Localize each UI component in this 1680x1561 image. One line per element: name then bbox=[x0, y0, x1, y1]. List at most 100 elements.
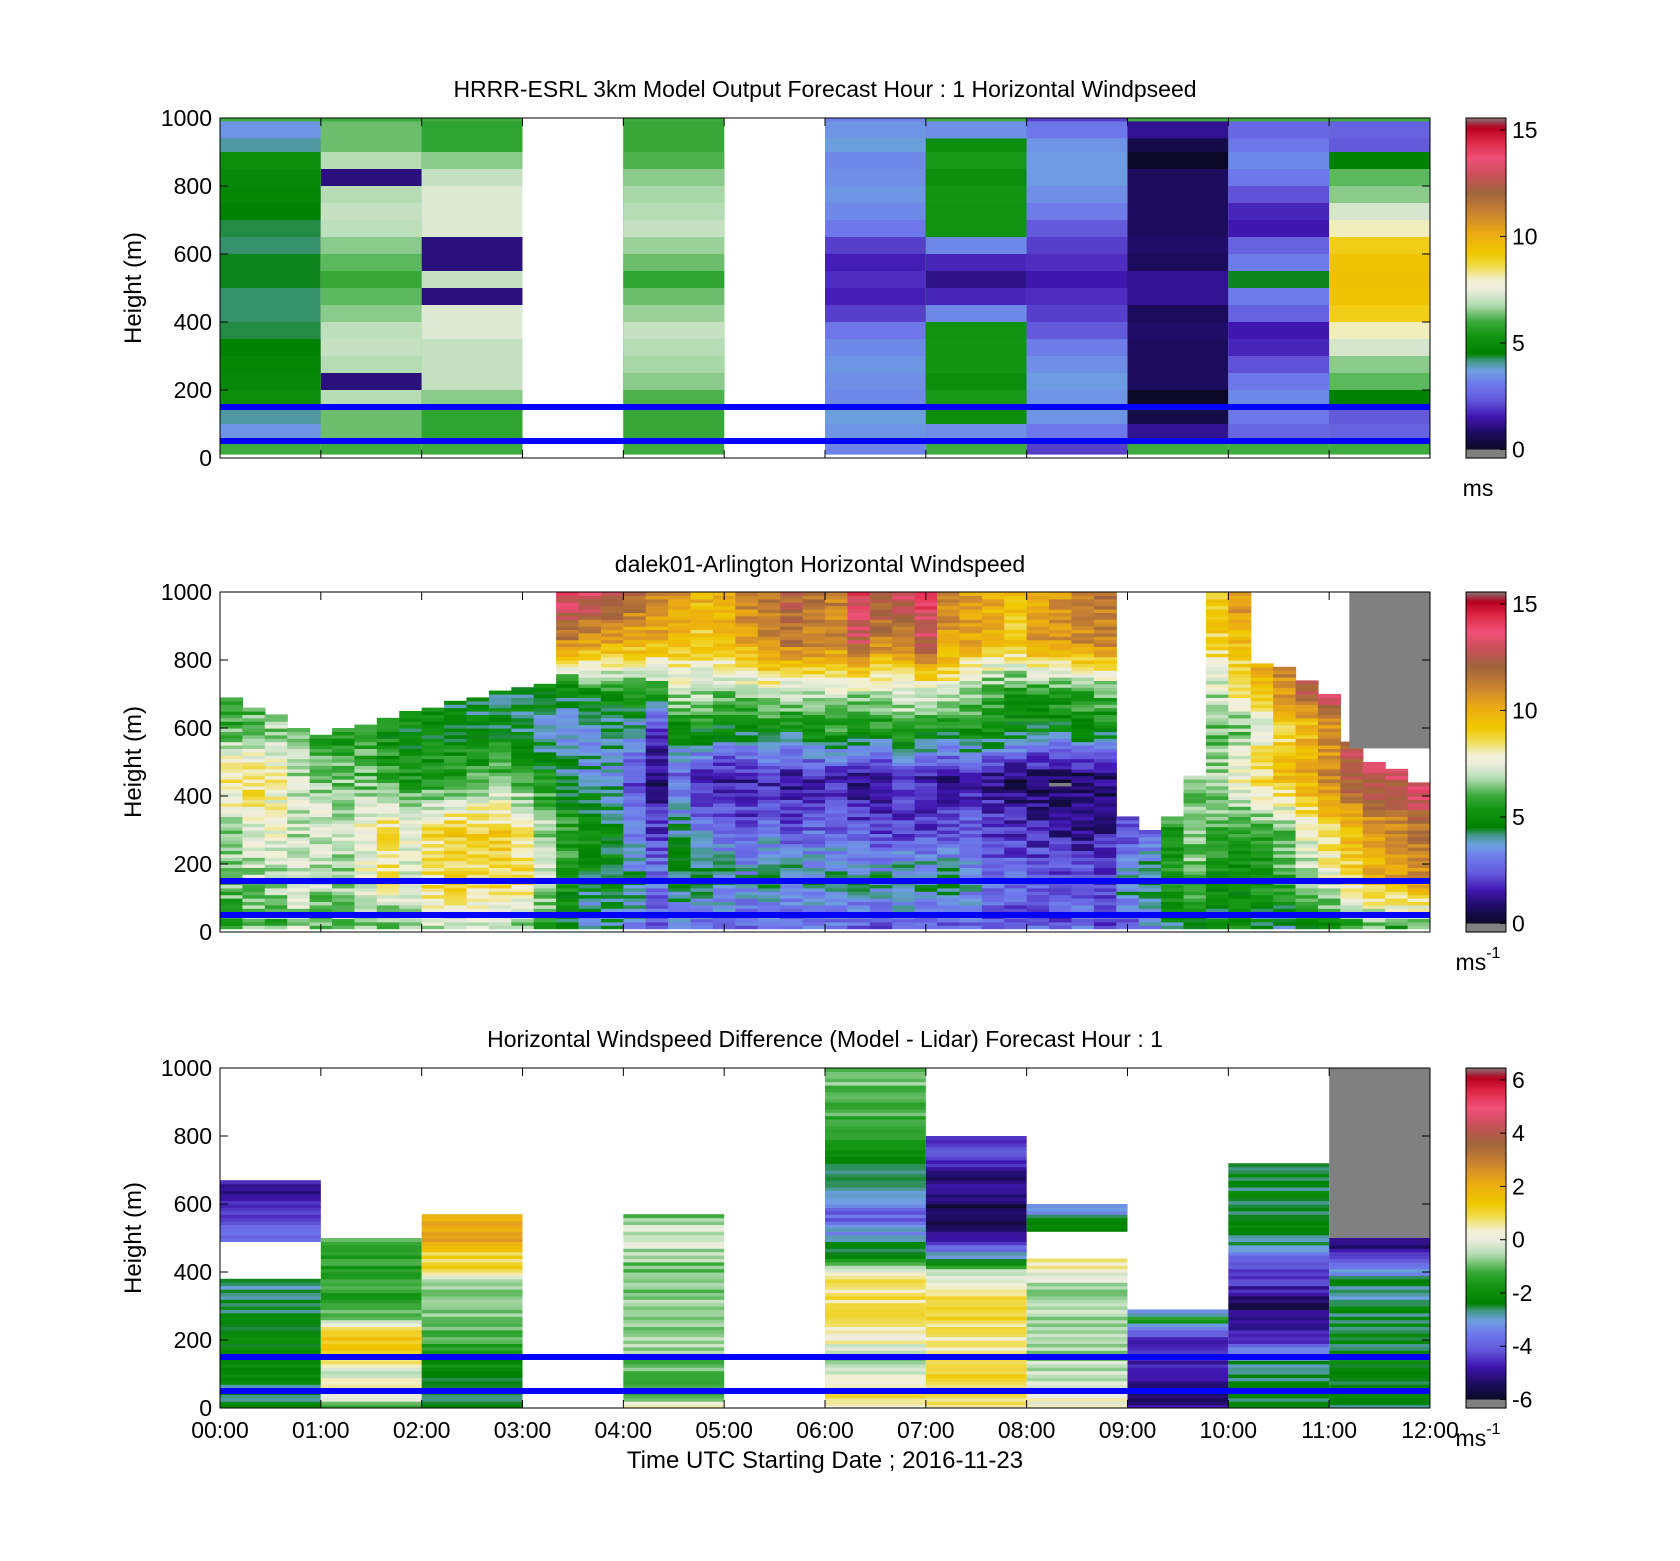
lidar-cell bbox=[354, 864, 378, 868]
colorbar-segment bbox=[1466, 911, 1506, 915]
lidar-cell bbox=[444, 874, 468, 879]
lidar-cell bbox=[1026, 836, 1050, 841]
lidar-cell bbox=[1026, 850, 1050, 855]
lidar-cell bbox=[892, 680, 916, 685]
lidar-cell bbox=[847, 850, 871, 855]
colorbar-segment bbox=[1466, 349, 1506, 353]
lidar-cell bbox=[757, 721, 781, 726]
colorbar-segment bbox=[1466, 120, 1506, 124]
lidar-cell bbox=[1049, 813, 1073, 817]
lidar-cell bbox=[645, 690, 669, 695]
lidar-cell bbox=[780, 700, 804, 705]
lidar-cell bbox=[668, 653, 692, 658]
lidar-cell bbox=[332, 918, 356, 923]
lidar-cell bbox=[1093, 908, 1117, 913]
lidar-cell bbox=[712, 598, 736, 603]
lidar-cell bbox=[1205, 779, 1229, 783]
lidar-cell bbox=[1026, 734, 1050, 739]
lidar-cell bbox=[242, 792, 266, 797]
lidar-cell bbox=[1049, 626, 1073, 630]
lidar-cell bbox=[556, 663, 580, 668]
lidar-cell bbox=[421, 908, 445, 913]
lidar-cell bbox=[1093, 823, 1117, 828]
lidar-cell bbox=[600, 673, 624, 678]
lidar-cell bbox=[892, 782, 916, 787]
lidar-cell bbox=[623, 741, 647, 746]
lidar-cell bbox=[533, 796, 557, 800]
lidar-cell bbox=[511, 694, 535, 698]
lidar-cell bbox=[735, 921, 759, 926]
lidar-cell bbox=[332, 802, 356, 807]
lidar-cell bbox=[802, 697, 826, 702]
lidar-cell bbox=[690, 700, 714, 705]
lidar-cell bbox=[556, 724, 580, 729]
colorbar-segment bbox=[1466, 888, 1506, 892]
lidar-cell bbox=[556, 592, 580, 596]
lidar-cell bbox=[1205, 626, 1229, 630]
lidar-cell bbox=[1004, 758, 1028, 763]
lidar-cell bbox=[1295, 700, 1319, 705]
lidar-cell bbox=[645, 802, 669, 807]
lidar-cell bbox=[1362, 918, 1386, 923]
lidar-cell bbox=[712, 663, 736, 668]
colorbar-segment bbox=[1466, 616, 1506, 620]
lidar-cell bbox=[981, 802, 1005, 807]
lidar-cell bbox=[242, 741, 266, 746]
lidar-cell bbox=[600, 833, 624, 838]
lidar-cell bbox=[1205, 918, 1229, 923]
lidar-cell bbox=[1093, 598, 1117, 603]
lidar-cell bbox=[1273, 751, 1297, 756]
lidar-cell bbox=[556, 806, 580, 811]
lidar-cell bbox=[1205, 605, 1229, 610]
lidar-cell bbox=[668, 894, 692, 899]
lidar-cell bbox=[690, 762, 714, 766]
lidar-cell bbox=[421, 904, 445, 909]
lidar-cell bbox=[668, 592, 692, 596]
lidar-cell bbox=[959, 758, 983, 763]
lidar-cell bbox=[712, 690, 736, 695]
lidar-cell bbox=[869, 694, 893, 698]
lidar-cell bbox=[1205, 663, 1229, 668]
lidar-cell bbox=[981, 762, 1005, 766]
lidar-cell bbox=[1205, 677, 1229, 681]
lidar-cell bbox=[712, 765, 736, 770]
lidar-cell bbox=[802, 653, 826, 658]
lidar-cell bbox=[847, 921, 871, 926]
lidar-cell bbox=[444, 904, 468, 909]
lidar-cell bbox=[1295, 816, 1319, 821]
colorbar-segment bbox=[1466, 764, 1506, 768]
lidar-cell bbox=[1049, 823, 1073, 828]
lidar-cell bbox=[1228, 799, 1252, 804]
colorbar-segment bbox=[1466, 322, 1506, 325]
lidar-cell bbox=[1273, 724, 1297, 729]
lidar-cell bbox=[309, 894, 333, 899]
lidar-cell bbox=[1228, 918, 1252, 923]
lidar-cell bbox=[1228, 738, 1252, 743]
difference-cell bbox=[320, 1255, 422, 1259]
lidar-cell bbox=[556, 826, 580, 831]
lidar-cell bbox=[1205, 704, 1229, 709]
lidar-cell bbox=[780, 904, 804, 909]
lidar-cell bbox=[892, 853, 916, 858]
lidar-cell bbox=[1228, 690, 1252, 695]
lidar-cell bbox=[1071, 697, 1095, 702]
lidar-cell bbox=[981, 860, 1005, 865]
lidar-cell bbox=[1295, 687, 1319, 692]
lidar-cell bbox=[578, 823, 602, 828]
lidar-cell bbox=[1362, 772, 1386, 777]
lidar-cell bbox=[959, 779, 983, 783]
colorbar-segment bbox=[1466, 809, 1506, 813]
lidar-cell bbox=[937, 649, 961, 654]
lidar-cell bbox=[1026, 853, 1050, 858]
lidar-cell bbox=[1407, 806, 1430, 811]
lidar-cell bbox=[242, 768, 266, 773]
lidar-cell bbox=[578, 745, 602, 749]
lidar-cell bbox=[690, 626, 714, 630]
lidar-cell bbox=[981, 918, 1005, 923]
lidar-cell bbox=[242, 785, 266, 790]
colorbar-segment bbox=[1466, 181, 1506, 185]
lidar-cell bbox=[1093, 738, 1117, 743]
lidar-cell bbox=[802, 636, 826, 641]
lidar-cell bbox=[399, 870, 423, 875]
colorbar-segment bbox=[1466, 850, 1506, 854]
